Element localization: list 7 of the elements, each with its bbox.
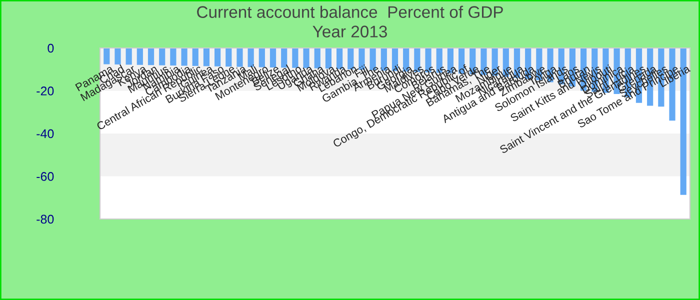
y-tick-label: -20 [36, 86, 54, 96]
chart-subtitle: Year 2013 [312, 26, 387, 38]
y-tick-label: -40 [36, 129, 54, 138]
y-tick-label: -80 [36, 214, 54, 224]
chart-title: Current account balance Percent of GDP [197, 6, 503, 18]
y-tick-label: 0 [48, 44, 54, 53]
y-tick-label: -60 [36, 172, 54, 181]
